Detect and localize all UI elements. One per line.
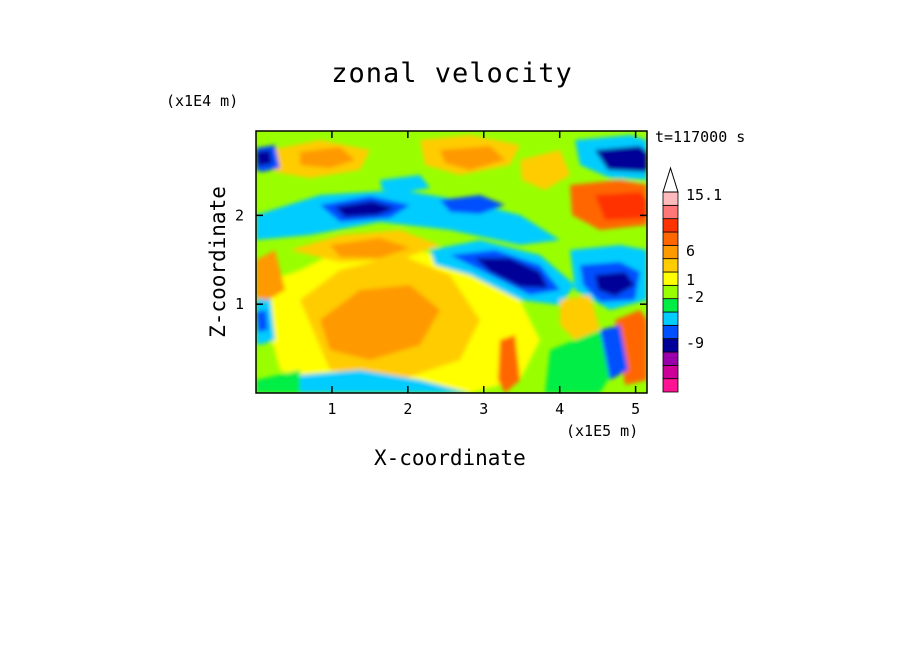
colorbar-swatch [662,271,679,286]
plot-area [256,131,647,393]
contour-region [595,272,635,296]
colorbar-swatch [662,258,679,273]
contour-region [545,330,620,393]
x-tick-label: 3 [479,400,488,418]
colorbar: 15.1 6 1-2 -9 [662,166,722,393]
contour-region [380,175,430,193]
colorbar-swatch [662,311,679,326]
contour-region [330,238,410,258]
colorbar-label: 15.1 [686,186,722,204]
contour-region [595,146,647,172]
colorbar-label: 1 [686,271,695,289]
contour-region [256,370,300,393]
contour-region [256,250,285,300]
contour-region [595,192,647,220]
colorbar-swatch [662,351,679,366]
colorbar-swatch [662,364,679,380]
contour-region [600,325,628,380]
x-tick-label: 4 [555,400,564,418]
contour-region [475,258,548,288]
colorbar-extend-arrow [662,166,679,193]
y-tick-label: 1 [235,295,244,313]
colorbar-label: 6 [686,242,695,260]
contour-region [440,146,505,170]
y-axis-unit: (x1E4 m) [166,92,239,110]
contour-region [320,285,440,360]
contour-region [300,147,355,168]
x-tick-label: 5 [631,400,640,418]
contour-region [300,370,470,393]
contour-region [440,195,505,214]
colorbar-swatch [662,298,679,313]
colorbar-swatch [662,244,679,260]
y-tick-label: 2 [235,206,244,224]
x-axis-unit: (x1E5 m) [566,422,639,440]
colorbar-swatch [662,338,679,353]
colorbar-swatch [662,231,679,246]
time-label: t=117000 s [655,128,746,146]
chart-title: zonal velocity [331,58,573,89]
colorbar-swatch [662,191,679,206]
colorbar-label: -9 [686,334,704,352]
contour-region [256,310,268,332]
contour-region [498,335,520,393]
colorbar-swatch [662,284,679,300]
x-tick-label: 2 [403,400,412,418]
contour-region [520,150,570,190]
colorbar-swatch [662,218,679,233]
colorbar-swatch [662,204,679,220]
colorbar-swatch [662,324,679,340]
contour-region [560,295,600,340]
contour-region [335,201,395,217]
colorbar-label: -2 [686,288,704,306]
x-axis-label: X-coordinate [374,446,526,470]
x-tick-label: 1 [327,400,336,418]
colorbar-swatch [662,378,679,393]
plot-frame [255,130,648,394]
contour-region [256,150,272,166]
